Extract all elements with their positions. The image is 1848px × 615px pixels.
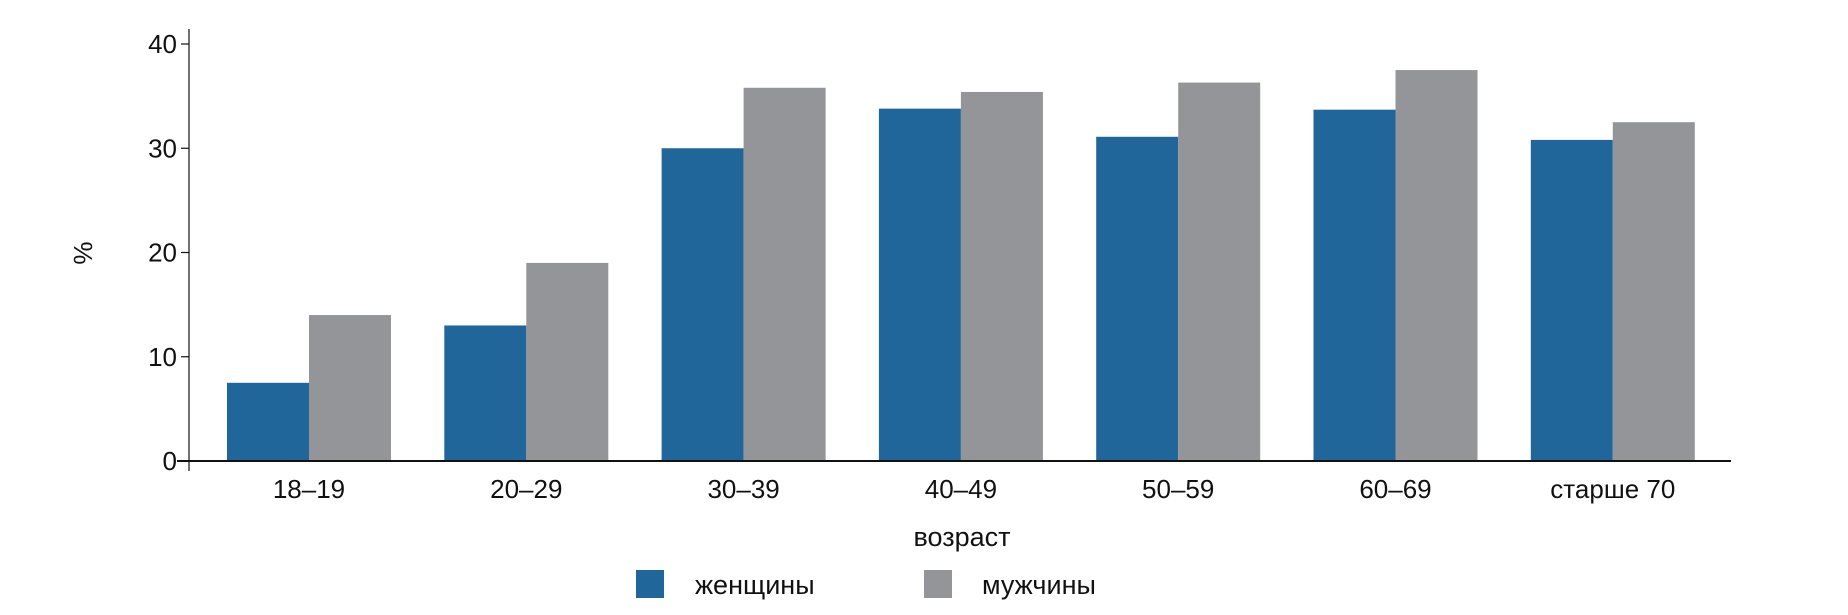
y-tick-label: 20: [148, 238, 177, 268]
bar-men: [1178, 82, 1261, 461]
bar-women: [227, 382, 309, 461]
bar-women: [444, 325, 527, 461]
y-tick-label: 30: [148, 133, 177, 163]
bar-men: [960, 91, 1043, 461]
x-tick-label: 18–19: [273, 474, 345, 504]
bar-women: [1530, 139, 1613, 461]
bar-men: [1395, 70, 1478, 461]
legend-label-men: мужчины: [982, 570, 1096, 600]
x-tick-label: 20–29: [490, 474, 562, 504]
bar-women: [1096, 136, 1179, 461]
bar-men: [309, 315, 391, 461]
legend-swatch-men: [924, 570, 952, 598]
bar-men: [526, 262, 609, 461]
x-tick-label: 60–69: [1359, 474, 1431, 504]
x-tick-label: 40–49: [925, 474, 997, 504]
bar-women: [1313, 109, 1396, 462]
x-tick-label: старше 70: [1550, 474, 1675, 504]
x-tick-label: 50–59: [1142, 474, 1214, 504]
bar-women: [661, 148, 744, 461]
bar-men: [1612, 122, 1695, 461]
y-axis-label: %: [68, 241, 98, 264]
legend: женщины мужчины: [636, 570, 1096, 600]
y-tick-label: 40: [148, 29, 177, 59]
legend-label-women: женщины: [695, 570, 815, 600]
y-tick-label: 10: [148, 342, 177, 372]
x-tick-label: 30–39: [707, 474, 779, 504]
bar-women: [878, 108, 961, 461]
y-tick-label: 0: [163, 446, 177, 476]
legend-swatch-women: [636, 570, 664, 598]
x-axis-label: возраст: [913, 522, 1010, 552]
bar-men: [743, 87, 826, 461]
